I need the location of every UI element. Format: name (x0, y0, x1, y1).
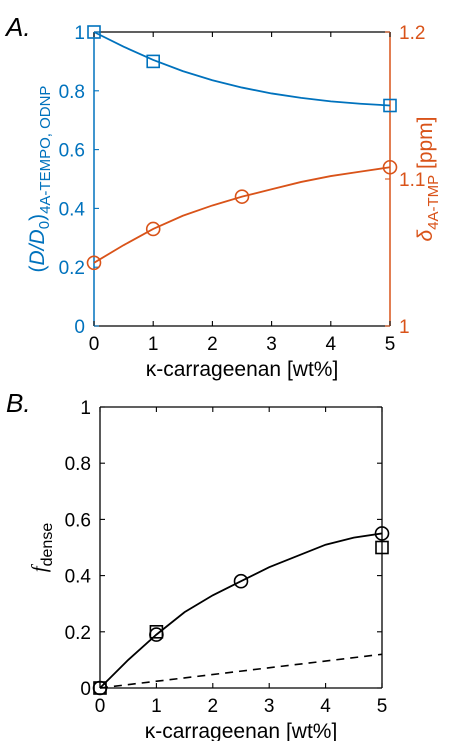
panel-a-left-tick-label: 0 (74, 317, 85, 338)
panel-b-x-axis-label: κ-carrageenan [wt%] (145, 720, 338, 741)
panel-b-x-tick-label: 1 (151, 696, 162, 717)
panel-b-y-tick-label: 0.6 (65, 510, 91, 531)
panel-a-x-tick-label: 1 (148, 334, 159, 355)
panel-b-square-marker (149, 624, 164, 639)
panel-a-left-tick-label: 0.8 (59, 82, 85, 103)
panel-a-square-marker (383, 98, 397, 113)
panel-a-right-tick-label: 1.2 (399, 23, 425, 44)
panel-a-circle-marker (145, 221, 161, 237)
panel-b-fit-line (99, 532, 383, 689)
panel-a-circle-marker (234, 189, 250, 204)
panel-b-circle-marker (233, 573, 249, 589)
panel-b-dashed-line (99, 653, 383, 689)
panel-a-right-tick-label: 1 (399, 317, 410, 338)
panel-b-y-tick-label: 0.8 (65, 454, 91, 475)
panel-b-y-axis-label-group: fdense (27, 523, 56, 573)
panel-a-circle-marker (382, 159, 398, 175)
panel-a-left-axis-label: (D/D0)4A-TEMPO, ODNP (26, 86, 54, 273)
panel-a-x-axis-label: κ-carrageenan [wt%] (146, 358, 339, 381)
panel-a-fit-line-orange (93, 166, 391, 264)
panel-b-y-tick-label: 0.2 (65, 623, 91, 644)
panel-b-y-tick-label: 0.4 (65, 567, 92, 588)
panel-b-x-tick-label: 2 (208, 696, 219, 717)
panel-a-left-tick-label: 0.6 (59, 141, 85, 162)
panel-a-left-tick-label: 0.2 (59, 258, 85, 279)
panel-b-x-tick-label: 4 (320, 696, 331, 717)
panel-a-right-tick-label: 1.1 (399, 170, 425, 191)
panel-b-circle-marker (374, 526, 390, 541)
panel-a-x-tick-label: 2 (207, 334, 218, 355)
panel-a-right-axis-label-group: δ4A-TMP [ppm] (414, 116, 442, 241)
panel-b-y-axis-label: fdense (27, 523, 56, 573)
panel-b-y-tick-label: 1 (80, 398, 91, 419)
panel-a-label: A. (4, 12, 31, 42)
panel-b-x-tick-label: 5 (377, 696, 388, 717)
panel-b-x-tick-label: 0 (95, 696, 106, 717)
panel-a-x-tick-label: 4 (326, 334, 337, 355)
panel-a-right-axis-label: δ4A-TMP [ppm] (414, 116, 442, 241)
panel-a-x-tick-label: 5 (385, 334, 396, 355)
panel-b-square-marker (93, 681, 107, 695)
panel-a-left-tick-label: 1 (74, 23, 85, 44)
panel-b-label: B. (6, 388, 31, 418)
panel-a-x-tick-label: 0 (89, 334, 100, 355)
panel-b-x-tick-label: 3 (264, 696, 275, 717)
panel-a-circle-marker (86, 255, 102, 271)
panel-b-square-marker (375, 540, 389, 555)
panel-b-y-tick-label: 0 (80, 679, 91, 700)
panel-a-square-marker (87, 25, 101, 39)
panel-a-left-tick-label: 0.4 (59, 199, 86, 220)
panel-a-x-tick-label: 3 (266, 334, 277, 355)
panel-a-square-marker (146, 54, 160, 69)
panel-a-left-axis-label-group: (D/D0)4A-TEMPO, ODNP (26, 86, 54, 273)
panel-a-fit-line-blue (93, 31, 391, 107)
